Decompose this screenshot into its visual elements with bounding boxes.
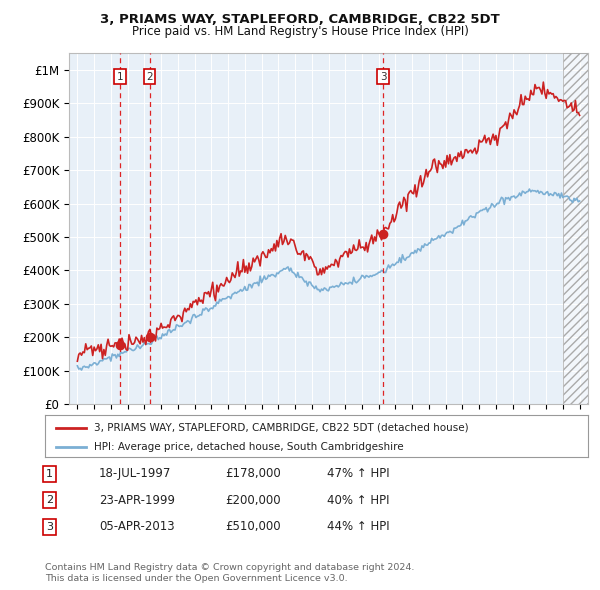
Text: 44% ↑ HPI: 44% ↑ HPI: [327, 520, 389, 533]
Text: 3, PRIAMS WAY, STAPLEFORD, CAMBRIDGE, CB22 5DT (detached house): 3, PRIAMS WAY, STAPLEFORD, CAMBRIDGE, CB…: [94, 422, 469, 432]
Text: 05-APR-2013: 05-APR-2013: [99, 520, 175, 533]
Text: Contains HM Land Registry data © Crown copyright and database right 2024.: Contains HM Land Registry data © Crown c…: [45, 563, 415, 572]
Text: 2: 2: [46, 496, 53, 505]
Text: This data is licensed under the Open Government Licence v3.0.: This data is licensed under the Open Gov…: [45, 573, 347, 583]
Text: £510,000: £510,000: [225, 520, 281, 533]
Text: 23-APR-1999: 23-APR-1999: [99, 494, 175, 507]
Text: 3, PRIAMS WAY, STAPLEFORD, CAMBRIDGE, CB22 5DT: 3, PRIAMS WAY, STAPLEFORD, CAMBRIDGE, CB…: [100, 13, 500, 26]
Text: 1: 1: [116, 71, 123, 81]
Text: Price paid vs. HM Land Registry's House Price Index (HPI): Price paid vs. HM Land Registry's House …: [131, 25, 469, 38]
Text: 40% ↑ HPI: 40% ↑ HPI: [327, 494, 389, 507]
Bar: [563, 53, 588, 404]
Text: £200,000: £200,000: [225, 494, 281, 507]
Text: 3: 3: [380, 71, 386, 81]
Text: 3: 3: [46, 522, 53, 532]
Text: HPI: Average price, detached house, South Cambridgeshire: HPI: Average price, detached house, Sout…: [94, 442, 403, 451]
Text: 2: 2: [146, 71, 153, 81]
Text: 47% ↑ HPI: 47% ↑ HPI: [327, 467, 389, 480]
Bar: [563, 53, 588, 404]
Text: 18-JUL-1997: 18-JUL-1997: [99, 467, 172, 480]
Text: £178,000: £178,000: [225, 467, 281, 480]
Text: 1: 1: [46, 469, 53, 478]
